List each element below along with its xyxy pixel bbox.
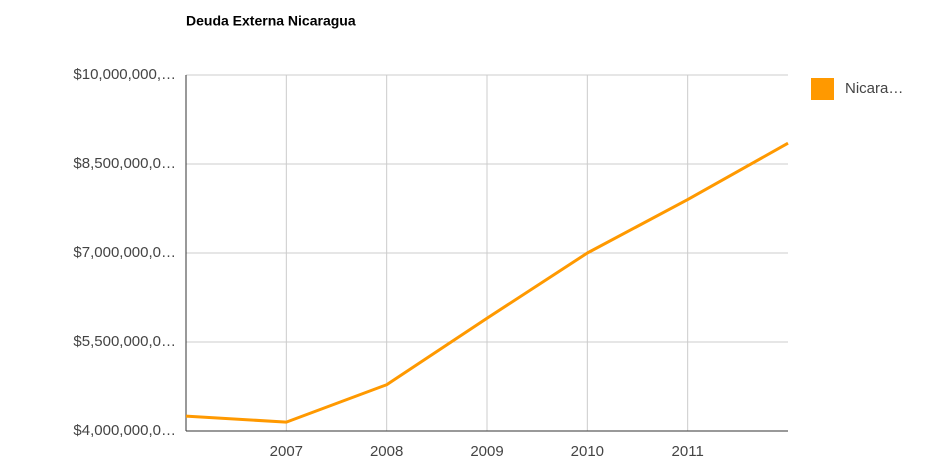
x-tick-label: 2010 bbox=[571, 443, 604, 460]
y-tick-label: $7,000,000,0… bbox=[73, 244, 176, 261]
x-tick-label: 2009 bbox=[470, 443, 503, 460]
y-tick-label: $10,000,000,… bbox=[73, 66, 176, 83]
x-tick-label: 2011 bbox=[672, 443, 704, 460]
legend-label: Nicara… bbox=[845, 80, 903, 97]
x-tick-label: 2008 bbox=[370, 443, 403, 460]
y-tick-label: $4,000,000,0… bbox=[73, 422, 176, 439]
y-tick-label: $5,500,000,0… bbox=[73, 333, 176, 350]
data-line bbox=[185, 141, 789, 424]
y-tick-label: $8,500,000,0… bbox=[73, 155, 176, 172]
chart-title: Deuda Externa Nicaragua bbox=[186, 13, 356, 29]
legend-swatch bbox=[811, 78, 834, 100]
x-tick-label: 2007 bbox=[270, 443, 303, 460]
